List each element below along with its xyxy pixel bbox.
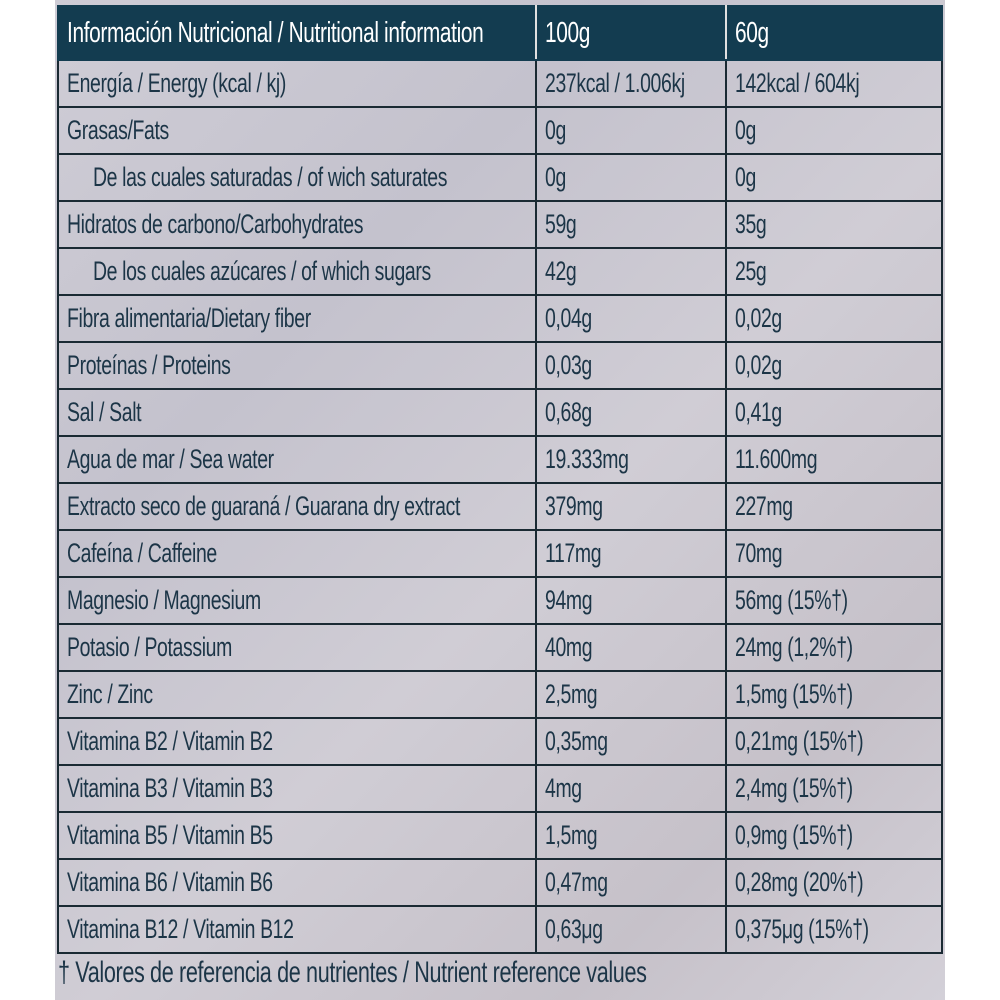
nutrient-label: De los cuales azúcares / of which sugars — [57, 247, 537, 296]
value-100g: 0,35mg — [535, 717, 727, 766]
nutrient-label: Vitamina B3 / Vitamin B3 — [57, 764, 537, 813]
value-100g: 0,68g — [535, 388, 727, 437]
table-row: Vitamina B6 / Vitamin B6 0,47mg 0,28mg (20… — [57, 858, 943, 907]
nutrient-label: Fibra alimentaria/Dietary fiber — [57, 294, 537, 343]
value-60g: 0,02g — [725, 341, 943, 390]
value-60g: 0,02g — [725, 294, 943, 343]
table-row: Vitamina B3 / Vitamin B3 4mg 2,4mg (15%†) — [57, 764, 943, 813]
value-60g: 25g — [725, 247, 943, 296]
nutrient-label: Sal / Salt — [57, 388, 537, 437]
value-60g: 0,41g — [725, 388, 943, 437]
table-row: Fibra alimentaria/Dietary fiber 0,04g 0,02… — [57, 294, 943, 343]
table-row: Vitamina B2 / Vitamin B2 0,35mg 0,21mg (15… — [57, 717, 943, 766]
value-100g: 0,47mg — [535, 858, 727, 907]
nutrient-label: Vitamina B12 / Vitamin B12 — [57, 905, 537, 954]
table-row: Cafeína / Caffeine 117mg 70mg — [57, 529, 943, 578]
value-60g: 142kcal / 604kj — [725, 59, 943, 108]
nutrient-label: Extracto seco de guaraná / Guarana dry e… — [57, 482, 537, 531]
value-100g: 0,63μg — [535, 905, 727, 954]
header-100g: 100g — [535, 5, 727, 61]
value-60g: 1,5mg (15%†) — [725, 670, 943, 719]
value-100g: 237kcal / 1.006kj — [535, 59, 727, 108]
nutrient-label: Grasas/Fats — [57, 106, 537, 155]
table-row: Vitamina B5 / Vitamin B5 1,5mg 0,9mg (15%†… — [57, 811, 943, 860]
value-60g: 35g — [725, 200, 943, 249]
nutrient-label: Magnesio / Magnesium — [57, 576, 537, 625]
header-60g: 60g — [725, 5, 943, 61]
table-row: Sal / Salt 0,68g 0,41g — [57, 388, 943, 437]
value-60g: 0g — [725, 106, 943, 155]
table-row: Grasas/Fats 0g 0g — [57, 106, 943, 155]
table-row: Agua de mar / Sea water 19.333mg 11.600mg — [57, 435, 943, 484]
value-100g: 0g — [535, 153, 727, 202]
table-row: Hidratos de carbono/Carbohydrates 59g 35g — [57, 200, 943, 249]
nutrient-label: Proteínas / Proteins — [57, 341, 537, 390]
table-row: Energía / Energy (kcal / kj) 237kcal / 1.… — [57, 59, 943, 108]
nutrient-label: Energía / Energy (kcal / kj) — [57, 59, 537, 108]
value-60g: 0,21mg (15%†) — [725, 717, 943, 766]
nutrition-table: Información Nutricional / Nutritional in… — [57, 5, 943, 954]
table-row: De las cuales saturadas / of wich satura… — [57, 153, 943, 202]
table-row: Vitamina B12 / Vitamin B12 0,63μg 0,375μg … — [57, 905, 943, 954]
value-100g: 40mg — [535, 623, 727, 672]
nutrient-label: Potasio / Potassium — [57, 623, 537, 672]
nutrient-label: Vitamina B5 / Vitamin B5 — [57, 811, 537, 860]
table-row: Extracto seco de guaraná / Guarana dry e… — [57, 482, 943, 531]
value-100g: 4mg — [535, 764, 727, 813]
value-100g: 19.333mg — [535, 435, 727, 484]
value-100g: 0,03g — [535, 341, 727, 390]
value-100g: 0,04g — [535, 294, 727, 343]
nutrient-label: Cafeína / Caffeine — [57, 529, 537, 578]
value-60g: 0,28mg (20%†) — [725, 858, 943, 907]
footnote: † Valores de referencia de nutrientes / … — [58, 956, 647, 989]
value-100g: 2,5mg — [535, 670, 727, 719]
table-row: De los cuales azúcares / of which sugars… — [57, 247, 943, 296]
value-60g: 0g — [725, 153, 943, 202]
value-100g: 379mg — [535, 482, 727, 531]
value-60g: 0,375μg (15%†) — [725, 905, 943, 954]
value-100g: 94mg — [535, 576, 727, 625]
header-nutrient: Información Nutricional / Nutritional in… — [57, 5, 537, 61]
nutrient-label: Hidratos de carbono/Carbohydrates — [57, 200, 537, 249]
nutrient-label: De las cuales saturadas / of wich satura… — [57, 153, 537, 202]
table-row: Zinc / Zinc 2,5mg 1,5mg (15%†) — [57, 670, 943, 719]
value-100g: 1,5mg — [535, 811, 727, 860]
nutrient-label: Agua de mar / Sea water — [57, 435, 537, 484]
value-100g: 0g — [535, 106, 727, 155]
value-60g: 227mg — [725, 482, 943, 531]
header-row: Información Nutricional / Nutritional in… — [57, 5, 943, 61]
table-row: Potasio / Potassium 40mg 24mg (1,2%†) — [57, 623, 943, 672]
value-60g: 0,9mg (15%†) — [725, 811, 943, 860]
value-60g: 11.600mg — [725, 435, 943, 484]
value-60g: 2,4mg (15%†) — [725, 764, 943, 813]
value-100g: 42g — [535, 247, 727, 296]
value-60g: 70mg — [725, 529, 943, 578]
table-row: Proteínas / Proteins 0,03g 0,02g — [57, 341, 943, 390]
table-row: Magnesio / Magnesium 94mg 56mg (15%†) — [57, 576, 943, 625]
nutrient-label: Vitamina B6 / Vitamin B6 — [57, 858, 537, 907]
value-60g: 24mg (1,2%†) — [725, 623, 943, 672]
nutrient-label: Zinc / Zinc — [57, 670, 537, 719]
value-60g: 56mg (15%†) — [725, 576, 943, 625]
value-100g: 59g — [535, 200, 727, 249]
nutrient-label: Vitamina B2 / Vitamin B2 — [57, 717, 537, 766]
value-100g: 117mg — [535, 529, 727, 578]
